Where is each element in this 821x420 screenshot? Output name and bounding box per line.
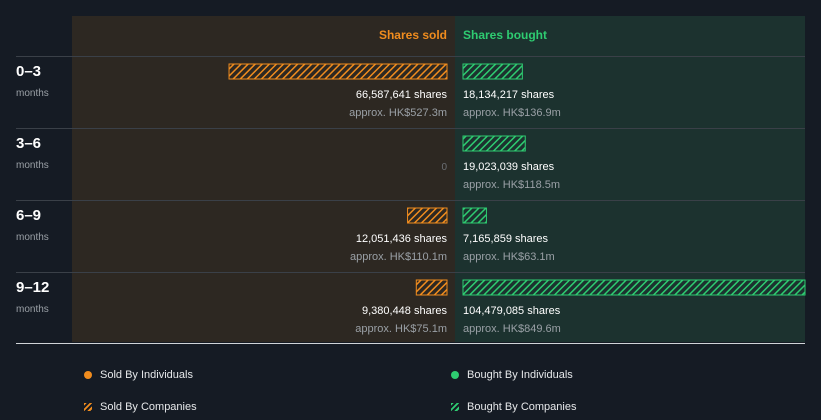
period-unit: months xyxy=(16,88,49,99)
legend-label: Bought By Companies xyxy=(467,401,577,413)
bought-shares-label: 104,479,085 shares xyxy=(463,305,561,317)
sold-value-label: approx. HK$110.1m xyxy=(350,251,447,263)
sold-zero-label: 0 xyxy=(441,162,447,173)
legend-item: Sold By Individuals xyxy=(84,369,193,381)
bought-bar xyxy=(462,279,806,296)
legend-item: Bought By Companies xyxy=(451,401,576,413)
bought-value-label: approx. HK$118.5m xyxy=(463,179,560,191)
bought-shares-label: 7,165,859 shares xyxy=(463,233,549,245)
bought-bar xyxy=(462,63,523,80)
sold-bar xyxy=(407,207,448,224)
period-label: 0–3 xyxy=(16,63,41,80)
period-label: 9–12 xyxy=(16,279,49,296)
legend-hatch-icon xyxy=(451,403,459,411)
sold-value-label: approx. HK$527.3m xyxy=(349,107,447,119)
bought-shares-label: 18,134,217 shares xyxy=(463,89,555,101)
legend-label: Sold By Companies xyxy=(100,401,197,413)
bought-bar xyxy=(462,207,487,224)
legend-label: Sold By Individuals xyxy=(100,369,193,381)
shares-sold-header: Shares sold xyxy=(379,28,447,42)
legend-dot-icon xyxy=(84,371,92,379)
bought-value-label: approx. HK$849.6m xyxy=(463,323,561,335)
sold-bar xyxy=(415,279,448,296)
legend-item: Bought By Individuals xyxy=(451,369,573,381)
sold-bar xyxy=(228,63,448,80)
bought-value-label: approx. HK$136.9m xyxy=(463,107,561,119)
period-unit: months xyxy=(16,160,49,171)
period-label: 6–9 xyxy=(16,207,41,224)
legend-item: Sold By Companies xyxy=(84,401,197,413)
sold-shares-label: 9,380,448 shares xyxy=(362,305,448,317)
shares-bought-header: Shares bought xyxy=(463,28,547,42)
bought-value-label: approx. HK$63.1m xyxy=(463,251,555,263)
period-unit: months xyxy=(16,304,49,315)
legend-hatch-icon xyxy=(84,403,92,411)
bought-shares-label: 19,023,039 shares xyxy=(463,161,555,173)
legend-dot-icon xyxy=(451,371,459,379)
bought-bar xyxy=(462,135,526,152)
sold-value-label: approx. HK$75.1m xyxy=(355,323,447,335)
period-label: 3–6 xyxy=(16,135,41,152)
sold-shares-label: 12,051,436 shares xyxy=(356,233,448,245)
sold-shares-label: 66,587,641 shares xyxy=(356,89,448,101)
period-unit: months xyxy=(16,232,49,243)
legend-label: Bought By Individuals xyxy=(467,369,573,381)
